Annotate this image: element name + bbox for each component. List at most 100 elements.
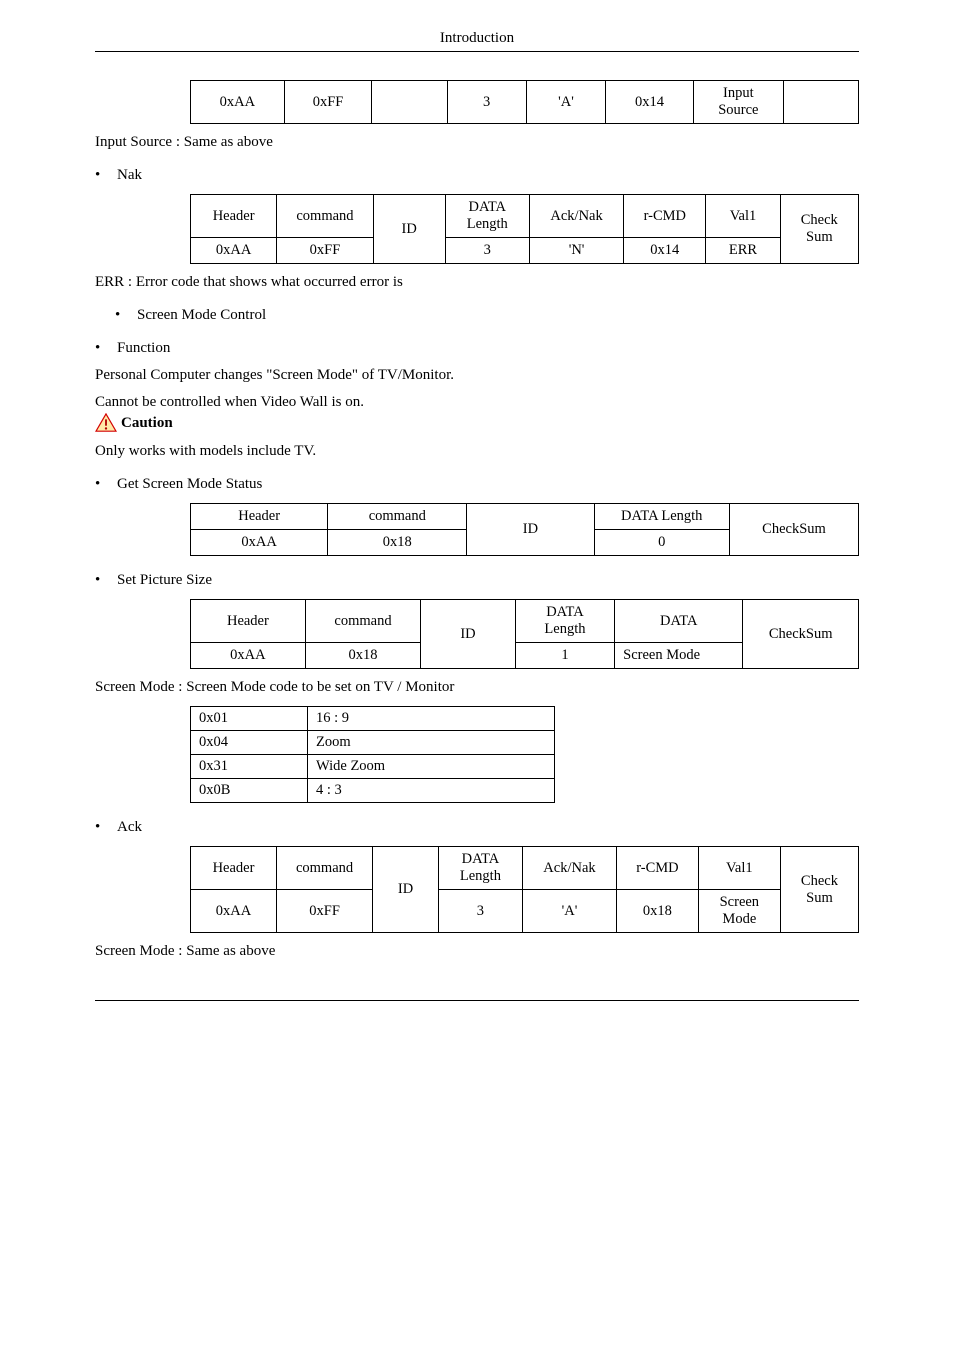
table-cell: command: [328, 504, 467, 530]
table-cell: CheckSum: [729, 504, 858, 556]
table-cell: 3: [445, 238, 529, 264]
bullet-dot-icon: •: [95, 340, 117, 357]
table-cell: 0xFF: [276, 890, 372, 933]
table-ack-screen-wrap: HeadercommandIDDATALengthAck/Nakr-CMDVal…: [190, 846, 859, 933]
table-cell: Ack/Nak: [529, 195, 623, 238]
table-cell: CheckSum: [780, 195, 858, 264]
table-row: HeadercommandIDDATALengthAck/Nakr-CMDVal…: [191, 847, 859, 890]
bullet-screen-mode-control-label: Screen Mode Control: [137, 307, 266, 324]
table-cell: Header: [191, 847, 277, 890]
bullet-dot-icon: •: [95, 572, 117, 589]
table-set-picture-wrap: HeadercommandIDDATALengthDATACheckSum0xA…: [190, 599, 859, 669]
bottom-rule: [95, 1000, 859, 1001]
bullet-ack: • Ack: [95, 819, 859, 836]
table-cell: 0x01: [191, 707, 308, 731]
table-cell: command: [305, 600, 420, 643]
table-cell: [372, 81, 447, 124]
text-only-works: Only works with models include TV.: [95, 443, 859, 460]
table-cell: 'N': [529, 238, 623, 264]
table-cell: DATALength: [515, 600, 614, 643]
table-ack-screen: HeadercommandIDDATALengthAck/Nakr-CMDVal…: [190, 846, 859, 933]
table-set-picture: HeadercommandIDDATALengthDATACheckSum0xA…: [190, 599, 859, 669]
table-cell: 0x14: [606, 81, 694, 124]
bullet-nak-label: Nak: [117, 167, 142, 184]
table-modes: 0x0116 : 90x04Zoom0x31Wide Zoom0x0B4 : 3: [190, 706, 555, 803]
table-nak: HeadercommandIDDATALengthAck/Nakr-CMDVal…: [190, 194, 859, 264]
table-cell: DATA: [615, 600, 743, 643]
text-err-desc: ERR : Error code that shows what occurre…: [95, 274, 859, 291]
table-cell: 3: [447, 81, 526, 124]
table-cell: ID: [467, 504, 594, 556]
table-cell: Header: [191, 504, 328, 530]
table-row: 0x04Zoom: [191, 731, 555, 755]
table-cell: 0x0B: [191, 779, 308, 803]
table-cell: Val1: [706, 195, 780, 238]
table-cell: r-CMD: [624, 195, 706, 238]
table-cell: Ack/Nak: [522, 847, 616, 890]
table-cell: DATALength: [438, 847, 522, 890]
bullet-ack-label: Ack: [117, 819, 142, 836]
table-cell: ID: [373, 847, 439, 933]
caution-row: Caution: [95, 413, 859, 433]
table-row: HeadercommandIDDATALengthDATACheckSum: [191, 600, 859, 643]
text-cannot-controlled: Cannot be controlled when Video Wall is …: [95, 394, 859, 411]
table-cell: 0x18: [617, 890, 699, 933]
text-screen-mode-same: Screen Mode : Same as above: [95, 943, 859, 960]
table-cell: 0x18: [305, 643, 420, 669]
text-screen-mode-code: Screen Mode : Screen Mode code to be set…: [95, 679, 859, 696]
bullet-dot-icon: •: [95, 167, 117, 184]
table-cell: Zoom: [308, 731, 555, 755]
table-get-screen: HeadercommandIDDATA LengthCheckSum0xAA0x…: [190, 503, 859, 556]
bullet-screen-mode-control: • Screen Mode Control: [115, 307, 859, 324]
table-ack-input-wrap: 0xAA0xFF 3'A'0x14InputSource: [190, 80, 859, 124]
table-cell: 16 : 9: [308, 707, 555, 731]
bullet-set-picture-label: Set Picture Size: [117, 572, 212, 589]
table-cell: DATA Length: [594, 504, 729, 530]
bullet-set-picture: • Set Picture Size: [95, 572, 859, 589]
table-cell: 0xAA: [191, 238, 277, 264]
bullet-function: • Function: [95, 340, 859, 357]
table-cell: DATALength: [445, 195, 529, 238]
table-cell: ScreenMode: [698, 890, 780, 933]
table-cell: 0xFF: [284, 81, 372, 124]
table-row: 0x31Wide Zoom: [191, 755, 555, 779]
table-row: 0x0B4 : 3: [191, 779, 555, 803]
bullet-dot-icon: •: [95, 819, 117, 836]
warning-triangle-icon: [95, 413, 117, 433]
caution-label: Caution: [121, 415, 173, 432]
table-cell: 'A': [526, 81, 605, 124]
bullet-get-screen-mode-label: Get Screen Mode Status: [117, 476, 262, 493]
table-cell: 0x14: [624, 238, 706, 264]
table-cell: r-CMD: [617, 847, 699, 890]
table-cell: 4 : 3: [308, 779, 555, 803]
table-row: 0xAA0xFF 3'A'0x14InputSource: [191, 81, 859, 124]
bullet-dot-icon: •: [95, 476, 117, 493]
table-cell: command: [276, 847, 372, 890]
table-cell: ID: [373, 195, 445, 264]
table-cell: 'A': [522, 890, 616, 933]
table-cell: 0x04: [191, 731, 308, 755]
bullet-nak: • Nak: [95, 167, 859, 184]
table-cell: InputSource: [693, 81, 783, 124]
table-row: HeadercommandIDDATALengthAck/Nakr-CMDVal…: [191, 195, 859, 238]
table-cell: 0xFF: [277, 238, 373, 264]
table-cell: ERR: [706, 238, 780, 264]
table-row: 0x0116 : 9: [191, 707, 555, 731]
page-header: Introduction: [95, 30, 859, 52]
table-row: 0xAA0xFF 3'N'0x14ERR: [191, 238, 859, 264]
table-cell: Wide Zoom: [308, 755, 555, 779]
table-cell: ID: [421, 600, 516, 669]
table-cell: 0xAA: [191, 890, 277, 933]
table-cell: Header: [191, 195, 277, 238]
bullet-dot-icon: •: [115, 307, 137, 324]
table-cell: [783, 81, 858, 124]
table-row: 0xAA0xFF 3'A'0x18ScreenMode: [191, 890, 859, 933]
table-cell: Header: [191, 600, 306, 643]
table-cell: 0x18: [328, 530, 467, 556]
table-modes-wrap: 0x0116 : 90x04Zoom0x31Wide Zoom0x0B4 : 3: [190, 706, 859, 803]
table-cell: 0xAA: [191, 81, 285, 124]
table-cell: Screen Mode: [615, 643, 743, 669]
table-nak-wrap: HeadercommandIDDATALengthAck/Nakr-CMDVal…: [190, 194, 859, 264]
table-cell: 3: [438, 890, 522, 933]
table-cell: Val1: [698, 847, 780, 890]
